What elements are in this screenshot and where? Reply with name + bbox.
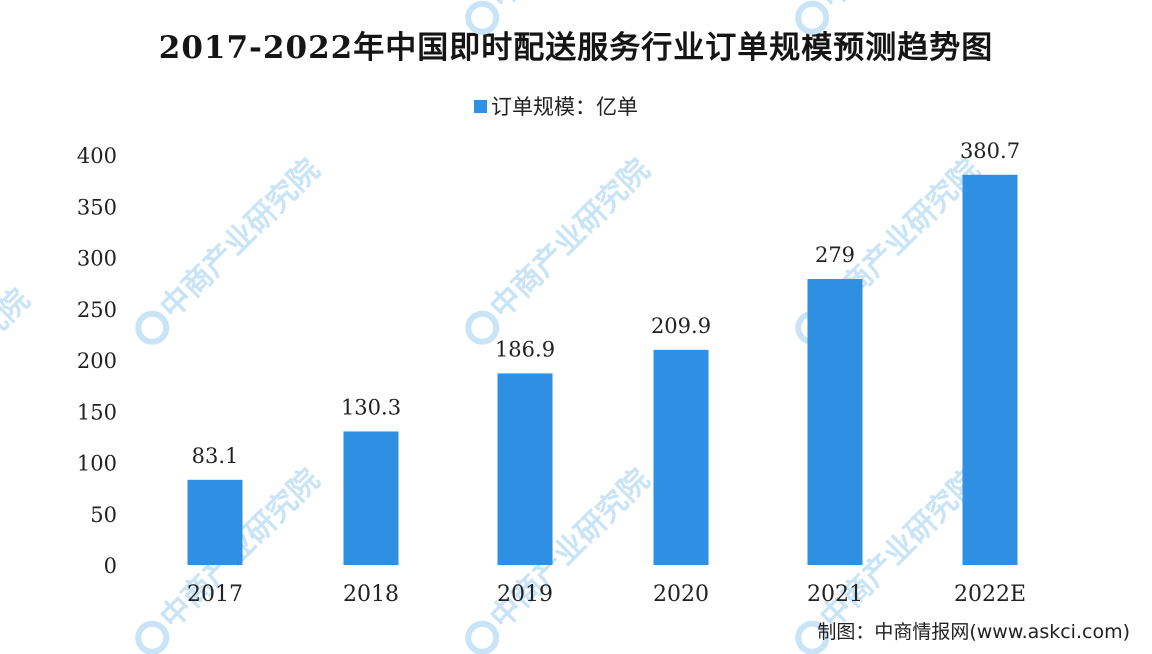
chart-title: 2017-2022年中国即时配送服务行业订单规模预测趋势图 [158,30,994,66]
y-tick-label: 100 [77,452,117,476]
svg-text:中商产业研究院: 中商产业研究院 [484,0,657,16]
watermark: 中商产业研究院 [465,462,657,654]
y-tick-label: 50 [90,503,117,527]
bar [653,349,709,565]
data-label: 209.9 [651,314,711,338]
y-tick-label: 400 [77,144,117,168]
x-tick-label: 2021 [807,582,863,607]
data-label: 279 [815,243,855,267]
bar [343,431,399,565]
bar [187,479,243,565]
svg-text:中商产业研究院: 中商产业研究院 [154,152,327,325]
legend: 订单规模：亿单 [474,92,638,120]
y-axis: 0 50 100 150 200 250 300 350 400 [77,144,117,578]
data-label: 186.9 [495,337,555,361]
y-tick-label: 200 [77,349,117,373]
data-label: 380.7 [960,139,1020,163]
source-note: 制图：中商情报网(www.askci.com) [817,621,1130,643]
watermark: 中商产业研究院 [465,152,657,345]
legend-swatch [474,99,487,113]
data-label: 83.1 [192,444,239,468]
bar [497,373,553,565]
x-tick-label: 2020 [653,582,709,607]
watermark: 中商产业研究院 [135,152,327,345]
legend-label: 订单规模：亿单 [491,95,638,119]
x-axis: 2017 2018 2019 2020 2021 2022E [187,582,1026,607]
x-tick-label: 2017 [187,582,243,607]
y-tick-label: 350 [77,195,117,219]
x-tick-label: 2018 [343,582,399,607]
svg-text:中商产业研究院: 中商产业研究院 [814,0,987,16]
x-tick-label: 2019 [497,582,553,607]
data-label: 130.3 [341,395,401,419]
svg-text:中商产业研究院: 中商产业研究院 [0,282,37,455]
bar [807,279,863,565]
watermark: 中商产业研究院 [0,282,37,455]
svg-text:中商产业研究院: 中商产业研究院 [484,152,657,325]
y-tick-label: 250 [77,298,117,322]
y-tick-label: 0 [104,554,117,578]
y-tick-label: 150 [77,400,117,424]
watermark: 中商产业研究院 [795,0,987,35]
data-labels: 83.1 130.3 186.9 209.9 279 380.7 [192,139,1020,468]
y-tick-label: 300 [77,247,117,271]
bar [962,174,1018,565]
watermark: 中商产业研究院 [465,0,657,35]
bars [187,174,1018,565]
x-tick-label: 2022E [954,582,1026,607]
